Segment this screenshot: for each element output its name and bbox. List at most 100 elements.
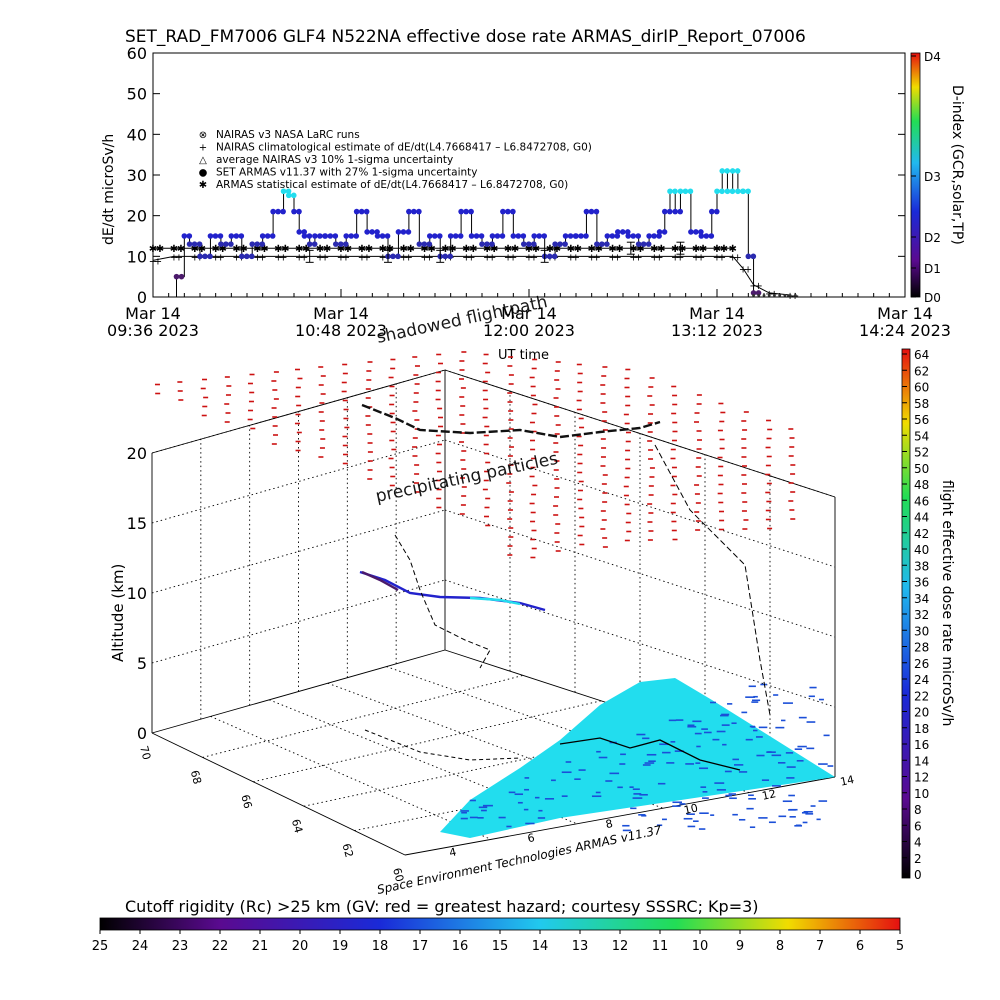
armas-point (552, 241, 558, 247)
nairas-climatological-point: + (175, 252, 183, 263)
armas-point (223, 241, 229, 247)
cutoff-rigidity-tick-label: 7 (816, 939, 824, 954)
dose-colorbar-tick-label: 18 (914, 722, 929, 736)
cutoff-rigidity-tick-label: 23 (172, 939, 189, 954)
top-y-tick-label: 20 (127, 207, 147, 226)
armas-point (546, 253, 553, 260)
armas-point (562, 233, 569, 239)
dose-colorbar-tick-label: 44 (914, 511, 929, 525)
armas-point (635, 233, 642, 239)
floor-grid-line (210, 715, 492, 840)
latitude-tick-label: 60 (390, 866, 406, 883)
flight-track-low-dose (361, 570, 399, 592)
map-detail (725, 794, 732, 797)
armas-statistical-point: ✱ (232, 244, 240, 255)
cutoff-rigidity-tick-label: 10 (692, 939, 709, 954)
map-detail (694, 732, 702, 735)
armas-point (745, 253, 752, 260)
armas-statistical-point: ✱ (608, 244, 616, 255)
armas-point (520, 233, 527, 239)
armas-statistical-point: ✱ (657, 244, 665, 255)
map-detail (753, 695, 758, 698)
armas-point (369, 229, 375, 235)
armas-point (280, 188, 287, 195)
armas-point (656, 229, 663, 235)
dose-colorbar-tick-label: 42 (914, 527, 929, 541)
nairas-climatological-point: + (191, 252, 199, 263)
map-detail (788, 794, 795, 797)
top-y-tick-label: 30 (127, 166, 147, 185)
top-y-tick-label: 50 (127, 85, 147, 104)
armas-statistical-point: ✱ (615, 244, 623, 255)
armas-point (353, 208, 360, 215)
map-detail (672, 801, 683, 804)
nairas-climatological-point: + (744, 265, 752, 276)
armas-point (259, 241, 266, 247)
dose-colorbar-label: flight effective dose rate microSv/h (939, 480, 955, 726)
altitude-axis-label: Altitude (km) (109, 564, 127, 662)
armas-point (750, 290, 757, 296)
map-detail (716, 789, 726, 791)
top-series-group: ✱✱ ✱✱ ✱✱ ✱✱ ✱✱ ✱✱ ✱✱ ✱✱ ✱✱ ✱✱ ✱✱ ✱✱ ✱✱ ✱✱ ✱✱ ✱✱ ✱✱ ✱✱ ✱✱ ✱✱… (149, 168, 799, 302)
map-detail (598, 756, 608, 759)
armas-point (531, 233, 538, 239)
legend-symbol: ● (199, 168, 208, 179)
floor-grid-line (354, 751, 758, 832)
armas-point (729, 188, 736, 195)
armas-point (238, 233, 245, 239)
armas-statistical-point: ✱ (448, 244, 456, 255)
map-detail (525, 822, 535, 825)
map-detail (686, 813, 695, 815)
map-detail (702, 797, 709, 799)
armas-point (567, 233, 574, 239)
nairas-climatological-point: + (509, 252, 517, 263)
armas-point (755, 290, 762, 296)
nairas-climatological-point: + (671, 252, 679, 263)
map-detail (481, 809, 487, 812)
nairas-climatological-point: + (504, 252, 512, 263)
armas-statistical-point: ✱ (441, 244, 449, 255)
map-detail (524, 777, 530, 779)
armas-point (196, 241, 203, 247)
nairas-climatological-point: + (274, 252, 282, 263)
armas-point (364, 229, 370, 235)
nairas-climatological-point: + (587, 252, 595, 263)
nairas-climatological-point: + (216, 252, 224, 263)
nairas-climatological-point: + (258, 252, 266, 263)
armas-statistical-point: ✱ (574, 244, 582, 255)
armas-point (708, 233, 715, 239)
armas-statistical-point: ✱ (239, 244, 247, 255)
cutoff-rigidity-tick-label: 9 (736, 939, 744, 954)
armas-point (468, 208, 474, 215)
map-detail (724, 770, 732, 773)
dose-colorbar-tick-label: 48 (914, 478, 929, 492)
armas-point (578, 233, 584, 239)
armas-point (191, 241, 198, 247)
altitude-tick-label: 20 (127, 444, 147, 463)
cutoff-rigidity-tick-label: 25 (92, 939, 109, 954)
armas-point (374, 233, 381, 239)
map-detail (720, 714, 729, 717)
map-detail (461, 811, 467, 814)
map-detail (514, 793, 524, 796)
d-index-colorbar (910, 52, 921, 298)
armas-statistical-point: ✱ (427, 244, 435, 255)
armas-point (677, 188, 684, 195)
armas-point (228, 233, 235, 239)
top-x-tick-time: 10:48 2023 (295, 321, 387, 340)
armas-statistical-point: ✱ (295, 244, 303, 255)
map-detail (648, 760, 656, 763)
armas-point (530, 241, 537, 247)
armas-point (416, 241, 423, 247)
nairas-climatological-point: + (379, 252, 387, 263)
armas-point (713, 208, 720, 215)
longitude-tick-label: 6 (526, 831, 536, 845)
map-detail (818, 800, 828, 802)
armas-point (400, 229, 407, 235)
altitude-grid-line (151, 439, 446, 524)
nairas-climatological-point: + (149, 256, 157, 267)
flight-track-3d (359, 403, 771, 716)
legend-label: SET ARMAS v11.37 with 27% 1-sigma uncert… (216, 167, 478, 179)
map-detail (732, 813, 738, 816)
map-detail (801, 811, 809, 814)
